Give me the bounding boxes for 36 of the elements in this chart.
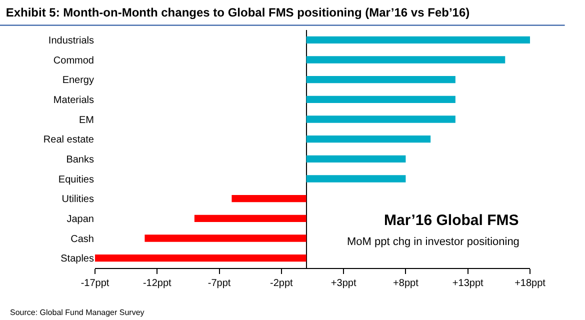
x-tick-label: -12ppt: [142, 278, 172, 289]
source-note: Source: Global Fund Manager Survey: [10, 308, 144, 317]
chart-title: Exhibit 5: Month-on-Month changes to Global FMS positioning (Mar’16 vs Feb’16): [6, 5, 470, 20]
x-tick-label: +8ppt: [393, 278, 419, 289]
x-tick-label: -2ppt: [270, 278, 294, 289]
y-tick-label: Cash: [70, 234, 94, 245]
y-tick-label: Equities: [58, 174, 94, 186]
x-tick-label: -7ppt: [208, 278, 231, 289]
bar: [306, 36, 530, 44]
x-tick-label: +13ppt: [452, 278, 484, 289]
x-tick-label: +18ppt: [514, 278, 546, 289]
y-tick-label: Industrials: [48, 35, 94, 46]
annotation: Mar’16 Global FMS: [384, 212, 519, 229]
bar: [95, 254, 306, 262]
bar: [306, 76, 456, 84]
y-tick-label: Banks: [66, 154, 94, 166]
y-tick-label: EM: [79, 114, 94, 126]
x-tick-label: -17ppt: [80, 278, 110, 289]
bar: [232, 195, 306, 202]
bar: [306, 175, 406, 182]
bar: [306, 155, 406, 162]
x-tick-label: +3ppt: [330, 278, 356, 289]
y-tick-label: Utilities: [62, 194, 94, 206]
bar: [306, 116, 456, 123]
bar: [306, 136, 431, 143]
y-tick-label: Energy: [62, 75, 94, 86]
y-tick-label: Staples: [60, 254, 94, 265]
bar: [194, 214, 306, 222]
y-tick-label: Materials: [53, 94, 94, 106]
bar: [306, 56, 506, 64]
y-tick-label: Japan: [66, 214, 94, 225]
bar: [306, 96, 456, 103]
annotation: MoM ppt chg in investor positioning: [347, 236, 520, 248]
y-tick-label: Real estate: [43, 134, 94, 146]
y-tick-label: Commod: [53, 55, 94, 66]
bar: [144, 234, 306, 242]
